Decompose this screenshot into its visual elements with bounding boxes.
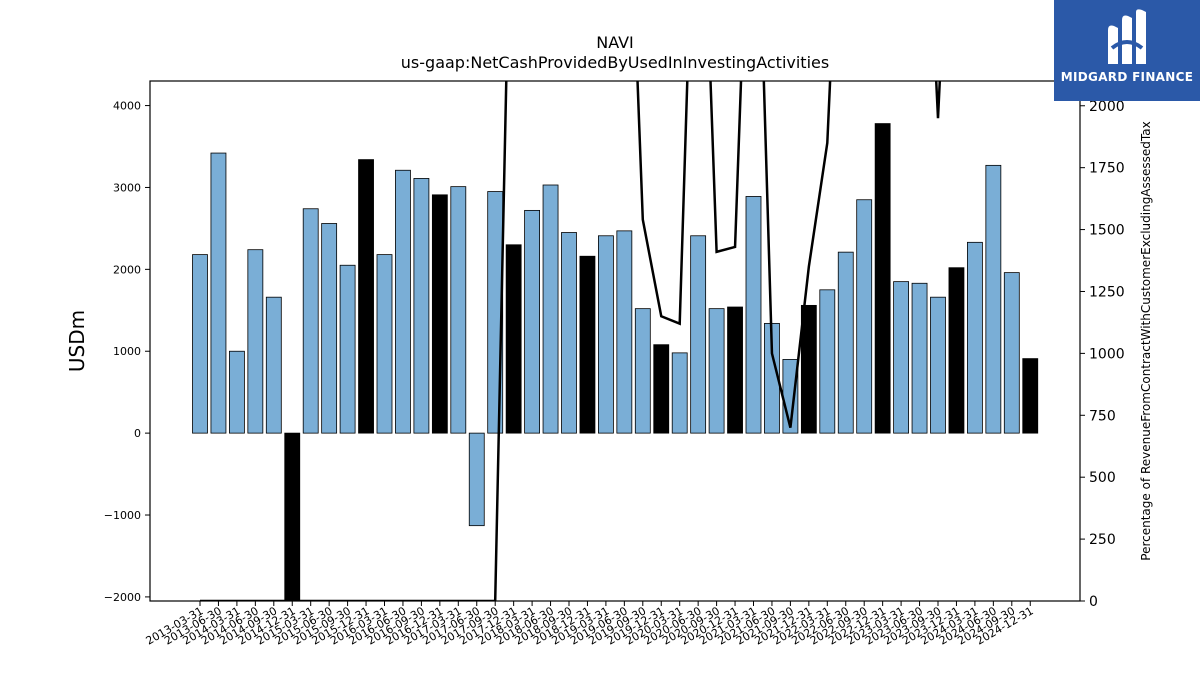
bar (893, 281, 909, 434)
y-tick-label: 3000 (113, 181, 141, 194)
bar (192, 254, 208, 434)
bar (468, 432, 485, 527)
bar (930, 296, 946, 434)
bar (690, 235, 707, 434)
bar (727, 306, 743, 434)
y-tick-label: 0 (134, 427, 141, 440)
y-tick-label: −2000 (104, 591, 141, 604)
plot-frame (149, 80, 1081, 602)
bar (598, 235, 614, 434)
bar (837, 251, 854, 434)
bar (579, 255, 596, 434)
bar (1003, 272, 1020, 434)
plot-area: −2000 −1000 0 1000 2000 3000 4000 0 250 500 750 100… (104, 80, 1125, 648)
bar (395, 169, 411, 434)
y2-tick-label: 1500 (1089, 223, 1125, 239)
bar (911, 282, 928, 434)
logo-text: MIDGARD FINANCE (1060, 70, 1194, 84)
chart-subtitle: us-gaap:NetCashProvidedByUsedInInvesting… (401, 53, 829, 72)
y-tick-label: 2000 (113, 263, 141, 276)
bar (321, 223, 338, 434)
bar (800, 304, 817, 434)
bar (450, 186, 467, 434)
bar (247, 249, 264, 434)
logo-mark-icon (1108, 9, 1146, 65)
bar (210, 152, 227, 434)
y2-tick-label: 1000 (1089, 346, 1125, 362)
y2-tick-label: 250 (1089, 532, 1116, 548)
bar (634, 308, 651, 434)
bar (302, 208, 319, 434)
y2-axis-label: Percentage of RevenueFromContractWithCus… (1139, 121, 1153, 560)
brand-logo: MIDGARD FINANCE (1054, 0, 1200, 101)
bar (967, 241, 983, 434)
bar (284, 432, 301, 601)
y2-tick-label: 2000 (1089, 99, 1125, 115)
bar (874, 123, 891, 434)
bar (985, 164, 1002, 434)
bar (339, 264, 356, 434)
bar (358, 159, 374, 434)
bar (856, 199, 873, 434)
y2-tick-label: 0 (1089, 594, 1098, 610)
bar (413, 178, 430, 434)
bar (265, 296, 282, 434)
y2-tick-label: 500 (1089, 470, 1116, 486)
bar-series (192, 123, 1039, 601)
y2-tick-label: 750 (1089, 408, 1116, 424)
bar (671, 352, 688, 434)
y-tick-label: 4000 (113, 100, 141, 113)
bar (561, 232, 577, 434)
bar (228, 350, 245, 434)
bar (616, 230, 633, 434)
bar (1022, 358, 1039, 434)
y2-tick-label: 1750 (1089, 161, 1125, 177)
bar (708, 308, 725, 434)
bar (505, 244, 522, 434)
bar (819, 289, 836, 434)
bar (745, 196, 762, 434)
bar (431, 194, 448, 434)
y-tick-label: 1000 (113, 345, 141, 358)
y-tick-label: −1000 (104, 509, 141, 522)
bar (653, 344, 670, 434)
bar (524, 209, 540, 434)
chart-title: NAVI (596, 33, 634, 52)
bar (948, 267, 965, 434)
bar (542, 184, 559, 434)
y-axis-label: USDm (65, 310, 89, 372)
bar (376, 254, 393, 434)
y2-tick-label: 1250 (1089, 284, 1125, 300)
